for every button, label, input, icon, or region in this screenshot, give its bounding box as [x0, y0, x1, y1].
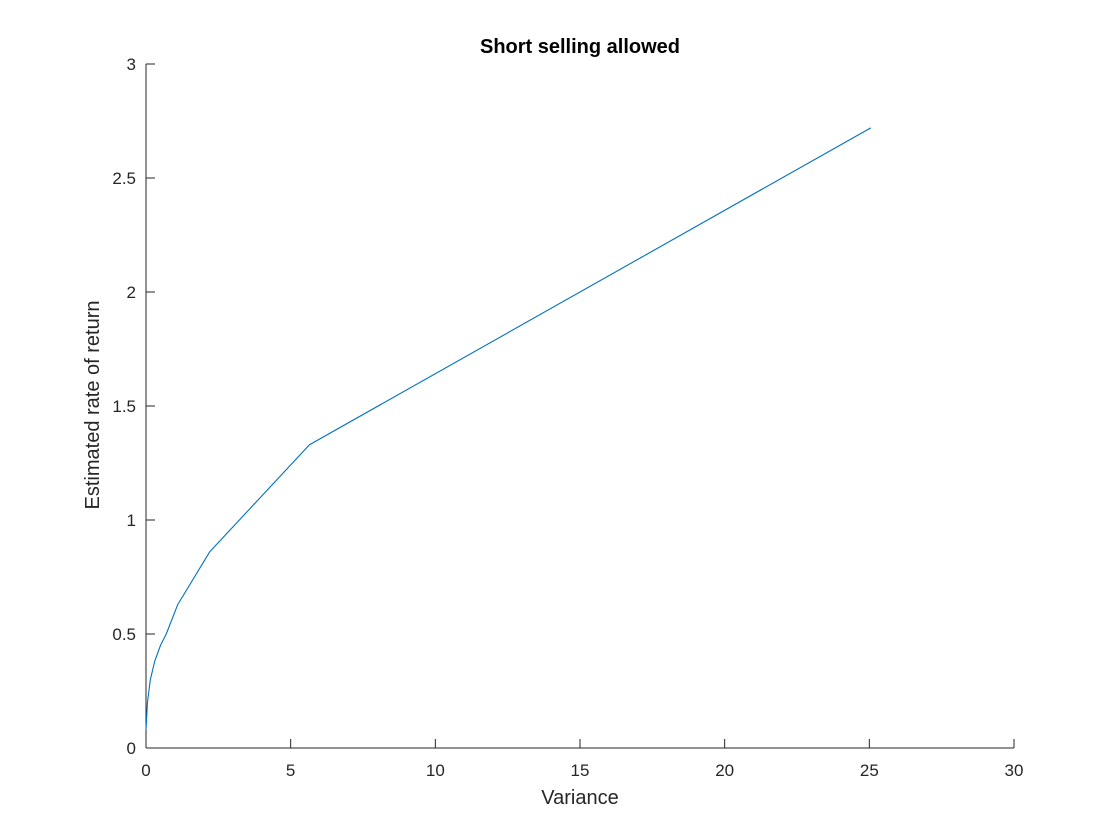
axes: 0 5 10 15 20 25 30 0 0.5 1 1.5 2 2.5 3	[112, 55, 1023, 780]
x-tick-label: 15	[571, 761, 590, 780]
chart-title: Short selling allowed	[480, 36, 680, 58]
y-tick-label: 0.5	[112, 625, 136, 644]
y-tick-label: 2.5	[112, 169, 136, 188]
x-tick-label: 25	[860, 761, 879, 780]
y-tick-labels: 0 0.5 1 1.5 2 2.5 3	[112, 55, 136, 758]
y-tick-label: 1	[127, 511, 136, 530]
plot-series	[145, 127, 872, 730]
y-tick-label: 0	[127, 739, 136, 758]
x-tick-label: 10	[426, 761, 445, 780]
x-ticks	[145, 739, 1015, 748]
y-ticks	[146, 63, 155, 749]
x-tick-label: 5	[286, 761, 295, 780]
y-tick-label: 1.5	[112, 397, 136, 416]
series-line	[145, 127, 872, 730]
y-axis-label: Estimated rate of return	[82, 301, 104, 510]
x-tick-label: 20	[715, 761, 734, 780]
x-axis-label: Variance	[541, 787, 618, 809]
x-tick-label: 30	[1005, 761, 1024, 780]
x-tick-label: 0	[141, 761, 150, 780]
y-tick-label: 2	[127, 283, 136, 302]
x-tick-labels: 0 5 10 15 20 25 30	[141, 761, 1023, 780]
y-tick-label: 3	[127, 55, 136, 74]
